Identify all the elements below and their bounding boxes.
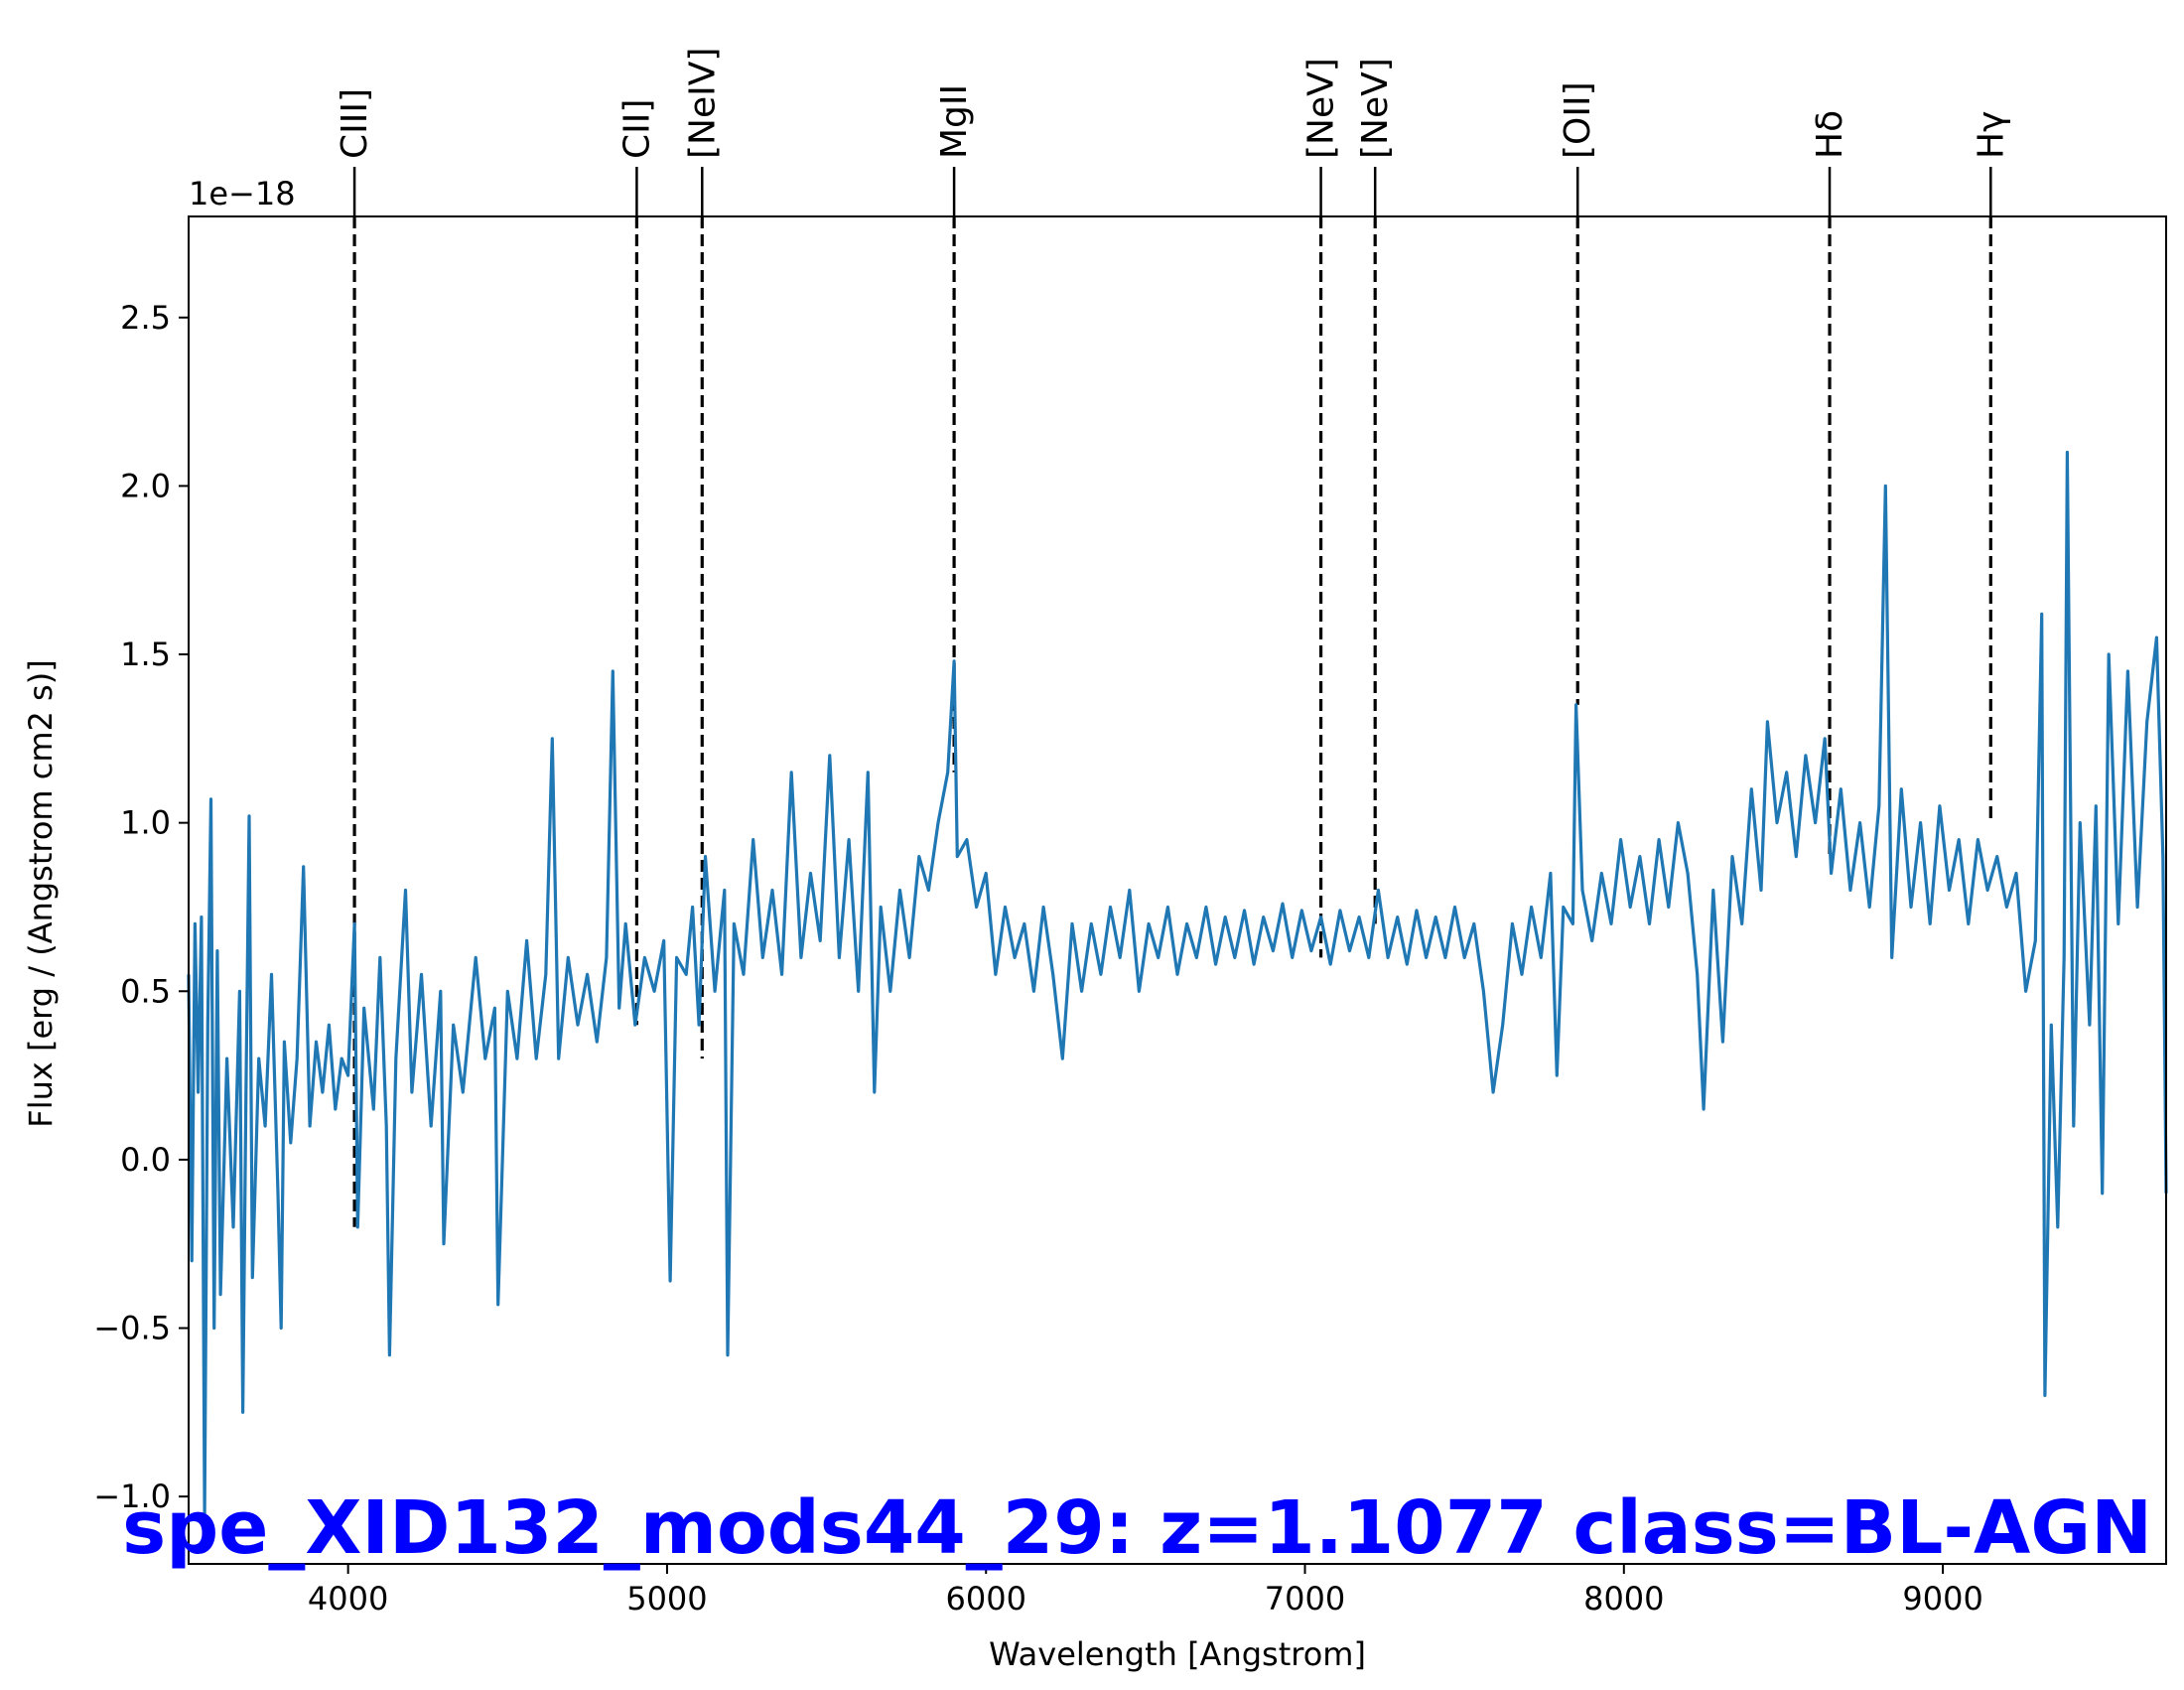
y-tick-label: 2.0	[120, 467, 171, 504]
emission-line-label: CII]	[616, 99, 657, 159]
y-axis: −1.0 −0.5 0.0 0.5 1.0 1.5 2.0 2.5	[93, 299, 189, 1515]
y-tick-label: 1.5	[120, 635, 171, 673]
x-tick-label: 8000	[1583, 1580, 1664, 1618]
y-tick-label: 1.0	[120, 804, 171, 842]
y-tick-label: −0.5	[93, 1310, 171, 1347]
x-tick-label: 4000	[308, 1580, 388, 1618]
chart-title: spe_XID132_mods44_29: z=1.1077 class=BL-…	[122, 1485, 2152, 1571]
series-layer	[187, 450, 2168, 1515]
x-tick-label: 7000	[1265, 1580, 1345, 1618]
emission-line-label: CIII]	[335, 88, 375, 159]
emission-line-label: [NeV]	[1355, 58, 1396, 159]
y-tick-label: 0.5	[120, 972, 171, 1010]
y-tick-label: −1.0	[93, 1478, 171, 1515]
emission-line-label: MgII	[934, 84, 975, 159]
x-axis: 4000 5000 6000 7000 8000 9000	[308, 1564, 1983, 1618]
x-tick-label: 5000	[626, 1580, 707, 1618]
x-tick-label: 9000	[1902, 1580, 1982, 1618]
spectrum-line-0	[187, 450, 2168, 1515]
emission-line-label: [NeV]	[1301, 58, 1342, 159]
emission-line-labels: CIII] CII] [NeIV] MgII [NeV] [NeV] [OII] Hδ Hγ	[335, 48, 2011, 216]
emission-line-label: Hγ	[1971, 111, 2011, 159]
plot-background	[189, 216, 2166, 1564]
y-tick-label: 0.0	[120, 1141, 171, 1179]
emission-line-label: Hδ	[1810, 110, 1850, 159]
plot-frame	[188, 215, 2167, 1565]
emission-line-label: [NeIV]	[682, 48, 723, 159]
x-axis-title: Wavelength [Angstrom]	[989, 1635, 1366, 1673]
x-tick-label: 6000	[946, 1580, 1026, 1618]
emission-line-label: [OII]	[1558, 81, 1598, 159]
y-tick-label: 2.5	[120, 299, 171, 337]
y-scale-label: 1e−18	[189, 175, 296, 212]
y-axis-title: Flux [erg / (Angstrom cm2 s)]	[22, 659, 60, 1127]
